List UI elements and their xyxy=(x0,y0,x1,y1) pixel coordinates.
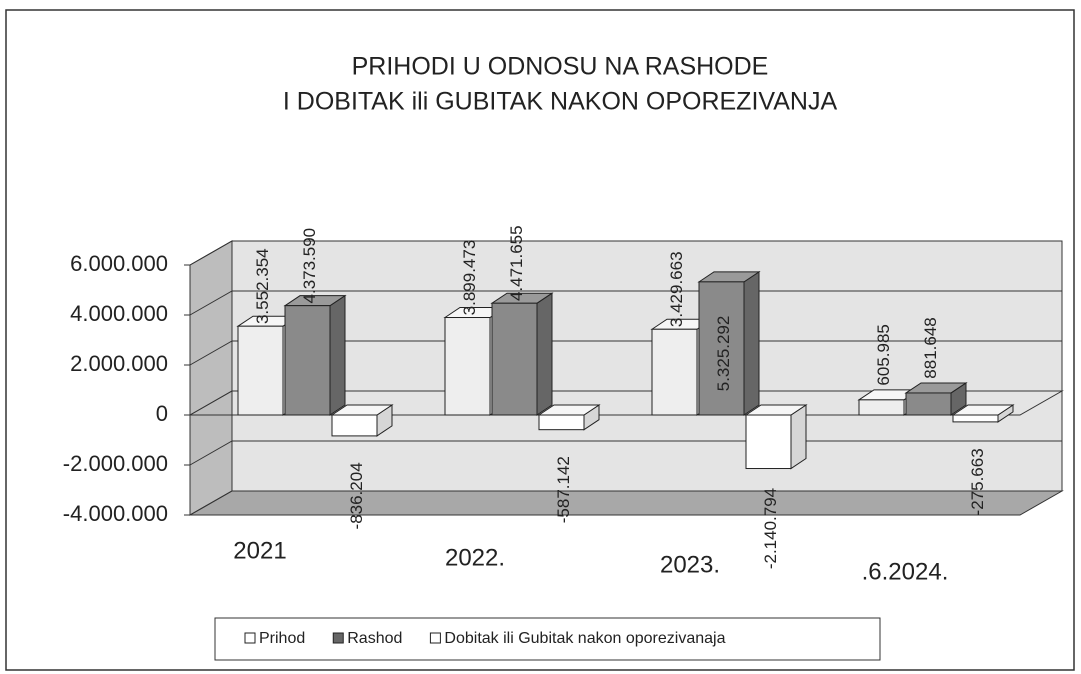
x-tick-label: .6.2024. xyxy=(862,558,949,585)
value-label: -275.663 xyxy=(968,448,987,515)
y-tick-label: -2.000.000 xyxy=(63,451,168,476)
bar-front xyxy=(444,317,491,416)
bar-front xyxy=(651,328,698,416)
x-tick-label: 2022. xyxy=(445,544,505,571)
bar-front xyxy=(905,392,952,416)
legend-label: Prihod xyxy=(259,630,305,647)
legend-label: Rashod xyxy=(347,630,402,647)
value-label: 4.471.655 xyxy=(507,225,526,301)
y-tick-label: 2.000.000 xyxy=(70,351,168,376)
bar-front xyxy=(284,305,331,416)
value-label: 605.985 xyxy=(874,324,893,385)
bar-side xyxy=(790,404,807,470)
grid-line xyxy=(189,240,1062,266)
bar xyxy=(490,292,554,416)
bar-front xyxy=(698,281,745,416)
bar-front xyxy=(538,414,585,431)
value-label: 3.552.354 xyxy=(253,248,272,324)
value-label: 5.325.292 xyxy=(714,316,733,392)
grid-line xyxy=(189,290,1062,316)
value-label: -2.140.794 xyxy=(761,488,780,569)
bar-front xyxy=(858,399,905,416)
bar xyxy=(697,270,761,416)
bar xyxy=(744,404,808,470)
value-label: 3.899.473 xyxy=(460,240,479,316)
floor xyxy=(188,490,1064,516)
value-label: -836.204 xyxy=(347,462,366,529)
bar-front xyxy=(331,414,378,437)
bar-front xyxy=(745,414,792,470)
bar-front xyxy=(491,302,538,416)
legend-swatch xyxy=(244,632,256,644)
legend-swatch xyxy=(429,632,441,644)
grid-line xyxy=(189,490,1062,516)
y-tick-label: 0 xyxy=(156,401,168,426)
value-label: 881.648 xyxy=(921,317,940,378)
x-tick-label: 2021 xyxy=(233,537,286,564)
value-label: -587.142 xyxy=(554,456,573,523)
value-label: 4.373.590 xyxy=(300,228,319,304)
bar xyxy=(283,294,347,416)
grid-line xyxy=(189,340,1062,366)
bar xyxy=(904,382,968,416)
bar-side xyxy=(329,294,346,416)
legend-swatch xyxy=(332,632,344,644)
bar xyxy=(951,404,1015,423)
side-wall xyxy=(189,240,233,516)
y-tick-label: -4.000.000 xyxy=(63,501,168,526)
bar-side xyxy=(536,292,553,416)
y-tick-label: 6.000.000 xyxy=(70,251,168,276)
bar-front xyxy=(952,414,999,423)
chart-title: I DOBITAK ili GUBITAK NAKON OPOREZIVANJA xyxy=(283,88,838,116)
bar-front xyxy=(237,325,284,416)
bar xyxy=(537,404,601,431)
bar xyxy=(330,404,394,437)
chart-title: PRIHODI U ODNOSU NA RASHODE xyxy=(352,53,769,81)
legend xyxy=(214,617,881,661)
x-tick-label: 2023. xyxy=(660,551,720,578)
legend-label: Dobitak ili Gubitak nakon oporezivanaja xyxy=(444,630,725,647)
value-label: 3.429.663 xyxy=(667,251,686,327)
y-tick-label: 4.000.000 xyxy=(70,301,168,326)
bar-side xyxy=(743,270,760,416)
